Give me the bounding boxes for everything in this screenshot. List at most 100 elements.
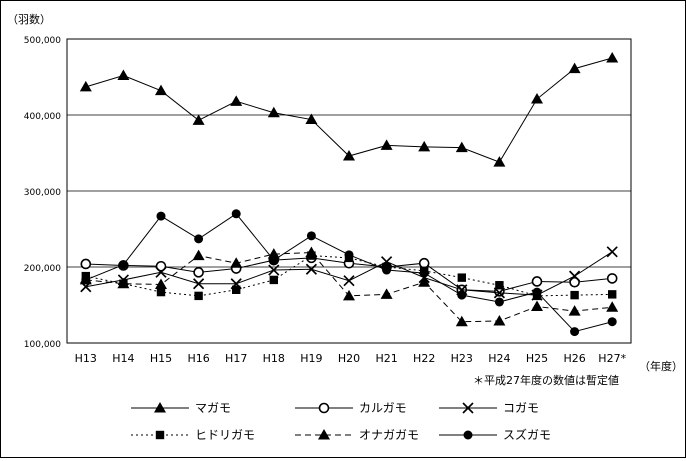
data-point	[155, 260, 167, 272]
y-axis-label: （羽数）	[7, 13, 51, 26]
data-point	[568, 305, 581, 316]
data-point	[493, 287, 506, 299]
data-point	[267, 106, 280, 118]
provisional-note: ＊平成27年度の数値は暫定値	[473, 373, 619, 387]
data-point	[194, 291, 203, 301]
data-point	[418, 140, 431, 152]
data-point	[156, 211, 166, 221]
data-point	[418, 276, 431, 287]
legend-item: スズガモ	[439, 427, 551, 442]
legend-marker	[318, 429, 330, 440]
x-tick-label: H13	[75, 352, 97, 365]
data-point	[568, 270, 581, 282]
legend-item: コガモ	[439, 401, 539, 415]
series-5	[79, 246, 619, 327]
data-point	[192, 278, 205, 290]
data-point	[531, 93, 543, 104]
x-tick-label: H21	[375, 352, 397, 365]
series-line	[85, 57, 613, 163]
data-point	[419, 268, 429, 278]
data-point	[495, 281, 504, 290]
data-point	[455, 315, 468, 327]
data-point	[380, 288, 393, 299]
series-group	[79, 52, 619, 337]
data-point	[343, 289, 355, 301]
data-point	[231, 209, 241, 219]
data-point	[606, 301, 619, 312]
data-point	[79, 80, 92, 92]
y-tick-label: 300,000	[24, 188, 61, 198]
series-line	[85, 213, 613, 333]
data-point	[382, 265, 392, 275]
data-point	[493, 314, 506, 326]
data-point	[117, 69, 130, 80]
data-point	[343, 150, 355, 161]
x-tick-label: H14	[112, 352, 134, 365]
x-axis-ticks: H13 H14 H15 H16 H17 H18 H19 H20 H21 H22 H23 H24 H25 H…	[75, 352, 627, 365]
legend-item: カルガモ	[295, 401, 407, 415]
data-point	[232, 285, 241, 294]
data-point	[305, 263, 318, 275]
data-point	[81, 275, 91, 285]
legend-marker	[154, 402, 166, 413]
y-tick-label: 100,000	[24, 340, 61, 350]
y-axis-ticks: 100,000 200,000 300,000 400,000 500,000	[24, 36, 61, 350]
data-point	[457, 273, 466, 282]
data-point	[607, 317, 617, 327]
data-point	[269, 275, 278, 285]
legend-marker	[462, 402, 474, 414]
data-point	[493, 156, 506, 167]
data-point	[193, 267, 204, 278]
data-point	[569, 276, 580, 288]
data-point	[606, 246, 618, 258]
series-1	[79, 52, 619, 167]
data-point	[531, 276, 543, 287]
data-point	[570, 290, 579, 300]
data-point	[268, 264, 280, 276]
data-point	[455, 141, 468, 153]
x-axis-label: （年度）	[639, 359, 683, 373]
x-tick-label: H19	[300, 352, 322, 365]
data-point	[532, 287, 542, 297]
y-tick-label: 200,000	[24, 264, 61, 274]
x-tick-label: H20	[338, 352, 360, 365]
data-point	[118, 260, 128, 270]
data-point	[305, 246, 318, 258]
data-point	[606, 52, 619, 63]
data-point	[344, 250, 354, 260]
data-point	[156, 287, 166, 297]
data-point	[192, 114, 205, 125]
x-tick-label: H25	[526, 352, 548, 365]
x-tick-label: H27*	[598, 352, 626, 365]
data-point	[418, 257, 430, 269]
x-tick-label: H24	[488, 352, 510, 365]
x-tick-label: H26	[563, 352, 585, 365]
legend-marker	[155, 430, 165, 440]
x-tick-label: H23	[451, 352, 473, 365]
legend-item: ヒドリガモ	[131, 428, 255, 442]
legend-label: スズガモ	[503, 427, 551, 442]
legend-marker	[318, 402, 330, 414]
legend-marker	[463, 430, 473, 440]
x-tick-label: H15	[150, 352, 172, 365]
data-point	[155, 278, 167, 289]
data-point	[269, 255, 279, 265]
gridlines	[67, 114, 631, 268]
data-point	[230, 257, 243, 268]
data-point	[230, 95, 243, 106]
data-point	[570, 327, 580, 337]
data-point	[117, 277, 130, 289]
data-point	[80, 258, 92, 270]
data-point	[194, 234, 204, 244]
legend-label: マガモ	[195, 401, 231, 415]
legend-item: オナガガモ	[295, 428, 419, 442]
data-point	[192, 249, 205, 261]
series-6	[81, 209, 617, 337]
legend-label: ヒドリガモ	[195, 428, 255, 442]
data-point	[568, 62, 581, 74]
x-tick-label: H16	[187, 352, 209, 365]
x-tick-label: H17	[225, 352, 247, 365]
legend-label: オナガガモ	[359, 428, 419, 442]
